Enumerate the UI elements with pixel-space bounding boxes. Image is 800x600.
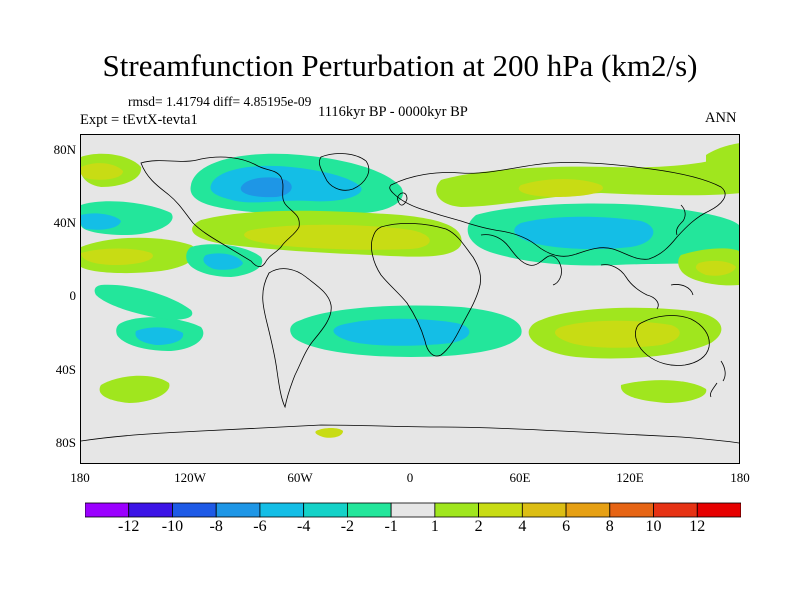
contour-yellow-subtropic-band xyxy=(244,224,430,250)
x-tick-120w: 120W xyxy=(174,470,206,485)
coast-uk xyxy=(397,192,408,206)
colorbar-label: 6 xyxy=(562,518,571,535)
y-tick-40n: 40N xyxy=(53,215,76,230)
contour-cyan-south-pacific xyxy=(135,327,184,345)
y-tick-80n: 80N xyxy=(53,142,76,157)
colorbar-label: 12 xyxy=(689,518,706,535)
colorbar-swatch xyxy=(390,502,436,518)
y-tick-40s: 40S xyxy=(55,362,76,377)
colorbar-label: -10 xyxy=(161,518,184,535)
colorbar xyxy=(85,502,741,518)
coast-antarctica xyxy=(81,424,739,444)
x-tick-0: 0 xyxy=(406,470,414,485)
coast-greenland xyxy=(318,153,370,191)
colorbar-label: -6 xyxy=(253,518,267,535)
contour-blue-tropical-atlantic xyxy=(203,253,243,270)
period-label: 1116kyr BP - 0000kyr BP xyxy=(318,104,468,120)
x-tick-60e: 60E xyxy=(509,470,531,485)
colorbar-swatch xyxy=(696,502,741,518)
x-tick-60w: 60W xyxy=(287,470,313,485)
colorbar-swatch xyxy=(478,502,523,518)
colorbar-label: -4 xyxy=(296,518,311,535)
contour-yellow-south-indian xyxy=(555,320,680,348)
contour-blue-pacific-ne xyxy=(81,213,121,230)
coast-africa xyxy=(371,222,481,357)
contour-yellow-pacific-east xyxy=(81,248,153,265)
x-tick-120e: 120E xyxy=(616,470,644,485)
map-panel xyxy=(80,134,740,464)
contour-yellow-pacific-ne xyxy=(81,163,123,180)
colorbar-label: 4 xyxy=(518,518,527,535)
coast-southeast-asia xyxy=(600,264,694,310)
colorbar-swatch xyxy=(434,502,479,518)
colorbar-label: -1 xyxy=(384,518,398,535)
contour-blue-north-america xyxy=(240,177,292,198)
y-tick-eq: 0 xyxy=(69,288,77,303)
coast-new-zealand xyxy=(710,360,726,398)
colorbar-swatch xyxy=(259,502,305,518)
contour-green-antarctic xyxy=(620,380,707,403)
map-canvas xyxy=(81,135,739,463)
colorbar-swatch xyxy=(609,502,654,518)
colorbar-swatch xyxy=(521,502,567,518)
coast-south-america xyxy=(262,268,332,409)
colorbar-swatch xyxy=(128,502,173,518)
contour-cyan-south-atlantic xyxy=(333,318,470,346)
colorbar-label: 1 xyxy=(430,518,439,535)
coast-australia xyxy=(635,315,710,366)
coast-eurasia xyxy=(389,162,726,260)
colorbar-swatch xyxy=(172,502,217,518)
colorbar-swatch xyxy=(85,502,130,518)
colorbar-swatch xyxy=(215,502,261,518)
contour-green-south-pacific-3 xyxy=(99,375,170,403)
stats-label: rmsd= 1.41794 diff= 4.85195e-09 xyxy=(128,94,312,109)
colorbar-label: -2 xyxy=(340,518,355,535)
coast-north-america xyxy=(140,156,300,267)
coastlines xyxy=(81,153,739,444)
colorbar-swatch xyxy=(303,502,348,518)
contour-cyan-asia xyxy=(514,216,654,250)
contour-green-siberia xyxy=(436,153,739,207)
x-tick-180w: 180 xyxy=(70,470,90,485)
colorbar-label: 2 xyxy=(474,518,483,535)
colorbar-label: 10 xyxy=(645,518,662,535)
contour-green-arctic-east xyxy=(706,143,739,180)
contour-yellow-pacific-nw xyxy=(695,260,736,276)
coast-japan xyxy=(676,204,686,236)
coast-arabia-india xyxy=(480,234,562,286)
colorbar-swatch xyxy=(346,502,392,518)
colorbar-swatch xyxy=(653,502,698,518)
contour-fields xyxy=(81,143,739,438)
contour-yellow-antarctic-small xyxy=(315,428,343,438)
colorbar-label: 8 xyxy=(605,518,614,535)
colorbar-label: -8 xyxy=(209,518,223,535)
plot-title: Streamfunction Perturbation at 200 hPa (… xyxy=(102,48,698,83)
colorbar-label: -12 xyxy=(118,518,140,535)
contour-green-south-pacific-2 xyxy=(94,284,193,320)
contour-yellow-siberia xyxy=(518,179,603,197)
season-label: ANN xyxy=(705,110,737,126)
x-tick-180e: 180 xyxy=(730,470,750,485)
y-tick-80s: 80S xyxy=(55,435,76,450)
experiment-label: Expt = tEvtX-tevta1 xyxy=(80,112,198,128)
colorbar-swatch xyxy=(565,502,611,518)
